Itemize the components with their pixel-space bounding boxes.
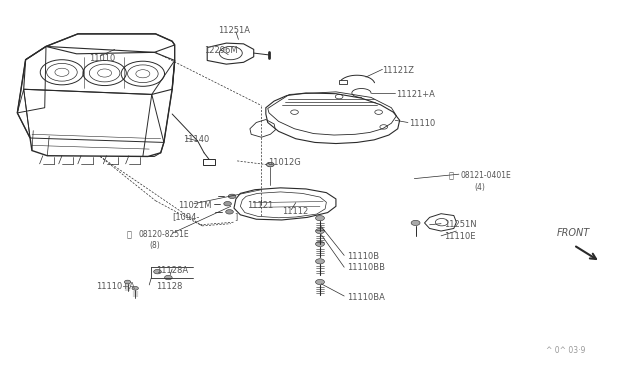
- Text: ^ 0^ 03·9: ^ 0^ 03·9: [546, 346, 586, 355]
- Text: 11110BB: 11110BB: [347, 263, 385, 272]
- Circle shape: [316, 228, 324, 234]
- Text: 08120-8251E: 08120-8251E: [138, 230, 189, 239]
- Circle shape: [226, 210, 234, 214]
- Text: 11021M: 11021M: [179, 201, 212, 210]
- Text: 11110E: 11110E: [444, 232, 475, 241]
- Text: Ⓑ: Ⓑ: [449, 171, 454, 180]
- Circle shape: [224, 202, 232, 206]
- Text: 11110+A: 11110+A: [96, 282, 134, 291]
- Text: 11112: 11112: [282, 206, 308, 216]
- Text: 08121-0401E: 08121-0401E: [460, 171, 511, 180]
- Text: [1094-: [1094-: [172, 212, 200, 221]
- Text: 11140: 11140: [183, 135, 209, 144]
- Circle shape: [316, 279, 324, 285]
- Text: 11110BA: 11110BA: [347, 293, 385, 302]
- Text: FRONT: FRONT: [557, 228, 590, 238]
- Text: 11121Z: 11121Z: [383, 66, 415, 75]
- Circle shape: [132, 286, 138, 290]
- Circle shape: [154, 269, 161, 274]
- Circle shape: [316, 241, 324, 247]
- Text: 11110B: 11110B: [347, 251, 379, 261]
- Text: 11128: 11128: [156, 282, 182, 291]
- Circle shape: [164, 275, 172, 280]
- Text: (4): (4): [474, 183, 485, 192]
- Text: (8): (8): [149, 241, 160, 250]
- Text: 11251A: 11251A: [218, 26, 250, 35]
- Circle shape: [228, 194, 236, 199]
- Text: 11121: 11121: [246, 201, 273, 210]
- Circle shape: [316, 259, 324, 264]
- Text: 11110: 11110: [409, 119, 435, 128]
- Text: 11121+A: 11121+A: [396, 90, 435, 99]
- Circle shape: [411, 220, 420, 225]
- Text: 11128A: 11128A: [156, 266, 188, 275]
- Text: 12296M: 12296M: [204, 46, 237, 55]
- Circle shape: [316, 215, 324, 221]
- Text: 11010: 11010: [90, 54, 116, 63]
- Text: ]: ]: [234, 212, 237, 221]
- Text: Ⓑ: Ⓑ: [127, 230, 132, 239]
- Text: 11012G: 11012G: [268, 157, 301, 167]
- Circle shape: [266, 162, 274, 167]
- Text: 11251N: 11251N: [444, 220, 476, 229]
- Circle shape: [124, 280, 131, 284]
